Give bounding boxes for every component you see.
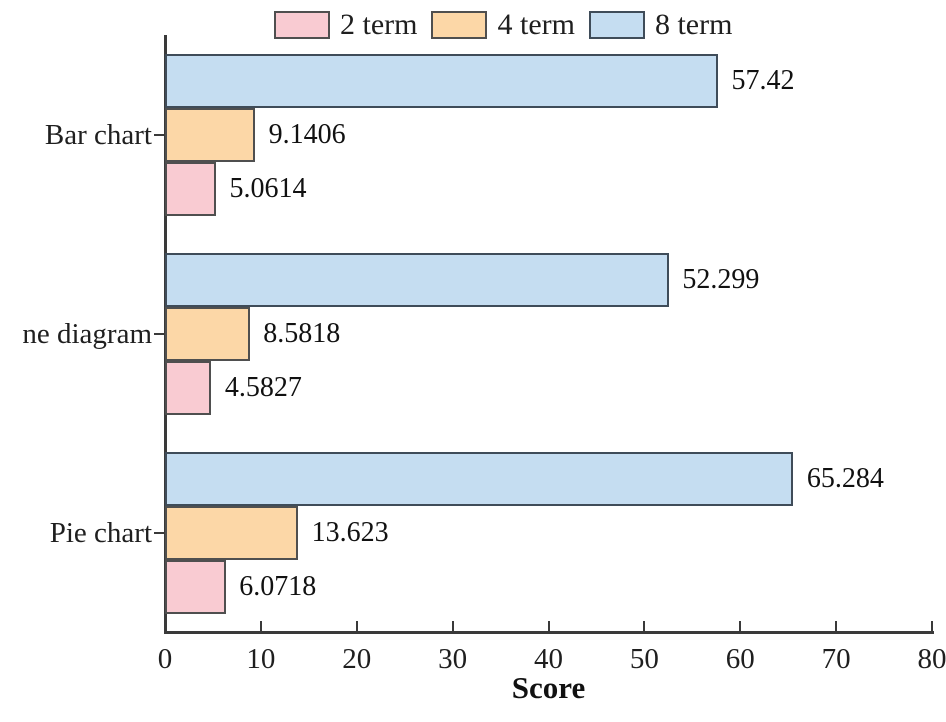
legend-swatch [274,11,330,39]
x-tick-label: 80 [917,643,946,675]
category-label: Bar chart [44,118,152,151]
x-tick-label: 50 [629,643,659,675]
bar-value-label: 4.5827 [224,371,302,403]
bar [165,107,256,162]
bar [165,505,299,560]
x-tick-label: 30 [438,643,468,675]
legend-label: 2 term [340,8,418,41]
x-tick [643,621,646,631]
legend-item: 8 term [588,8,733,42]
bar-value-label: 65.284 [806,462,884,494]
bar-value-label: 57.42 [731,64,795,96]
legend-swatch [431,11,488,39]
x-tick [547,621,550,631]
x-axis-line [164,631,934,634]
bar [165,451,794,506]
x-tick-label: 0 [157,643,173,675]
bar [165,252,669,307]
y-tick [154,133,164,136]
x-tick-label: 10 [246,643,276,675]
x-tick [164,621,166,631]
x-tick [931,621,933,631]
x-tick [355,621,358,631]
x-tick [835,621,838,631]
legend-item: 4 term [431,8,575,42]
x-tick-label: 20 [342,643,372,675]
legend: 2 term 4 term 8 term [270,4,751,46]
y-tick [154,332,164,335]
x-tick-label: 60 [725,643,755,675]
x-tick-label: 70 [821,643,851,675]
legend-label: 4 term [497,8,575,41]
legend-item: 2 term [274,8,417,42]
bar-value-label: 8.5818 [263,317,341,349]
bar-value-label: 9.1406 [268,118,346,150]
bar-value-label: 5.0614 [229,172,307,204]
bar [165,559,226,614]
category-label: ne diagram [22,317,152,350]
bar-value-label: 13.623 [311,516,389,548]
bar-value-label: 6.0718 [239,570,317,602]
y-tick [154,531,164,534]
x-tick [451,621,454,631]
bar [165,53,718,108]
x-tick [259,621,262,631]
x-tick [739,621,742,631]
x-axis-title: Score [511,670,586,705]
bar-value-label: 52.299 [682,263,760,295]
bar [165,306,250,361]
bar [165,161,217,216]
bar [165,360,212,415]
x-tick-label: 40 [534,643,563,675]
legend-label: 8 term [654,8,733,41]
category-label: Pie chart [49,516,152,549]
legend-swatch [588,11,645,39]
